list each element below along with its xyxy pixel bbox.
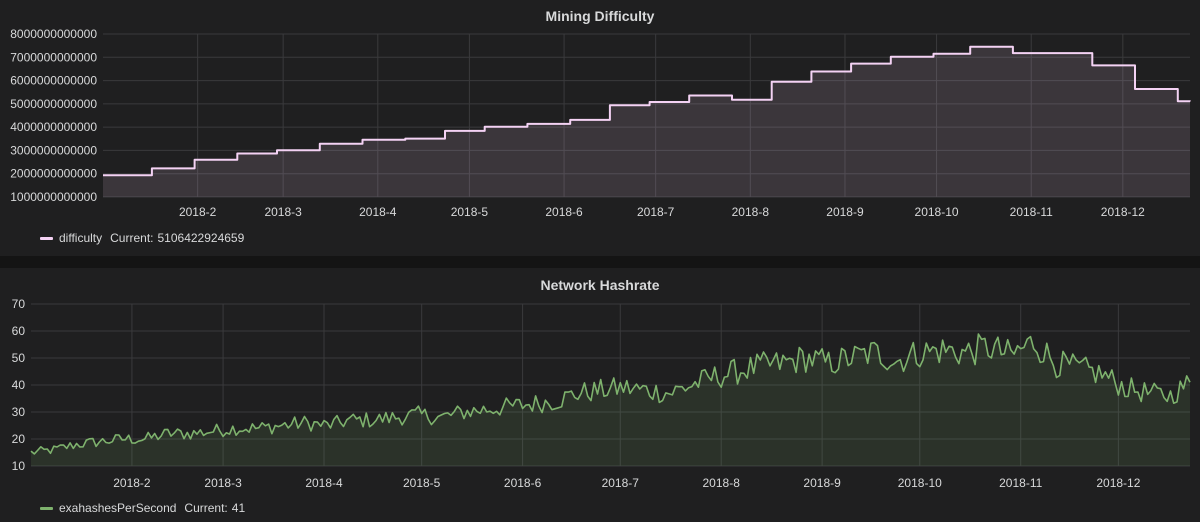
difficulty-legend-name[interactable]: difficulty [59, 231, 103, 245]
hashrate-panel: Network Hashrate 10 20 30 40 50 60 70 2018-2 201… [0, 268, 1200, 522]
difficulty-x-tick-label: 2018-2 [179, 205, 217, 219]
difficulty-x-tick-label: 2018-4 [359, 205, 397, 219]
hashrate-title: Network Hashrate [540, 277, 660, 293]
hashrate-series-line[interactable] [30, 333, 1191, 455]
difficulty-x-tick-label: 2018-3 [264, 205, 302, 219]
difficulty-panel: Mining Difficulty 1000000000000 200000000… [0, 0, 1200, 256]
difficulty-y-tick-label: 3000000000000 [10, 143, 97, 157]
difficulty-x-tick-label: 2018-7 [637, 205, 675, 219]
difficulty-y-tick-label: 1000000000000 [10, 190, 97, 204]
hashrate-legend-name[interactable]: exahashesPerSecond [59, 501, 177, 515]
hashrate-series-area [31, 334, 1190, 466]
difficulty-x-tick-label: 2018-6 [545, 205, 583, 219]
difficulty-x-tick-label: 2018-9 [826, 205, 864, 219]
hashrate-grid [31, 303, 1190, 467]
hashrate-x-tick-label: 2018-2 [113, 476, 151, 490]
difficulty-current-value: 5106422924659 [157, 231, 245, 245]
difficulty-title: Mining Difficulty [545, 8, 655, 24]
difficulty-y-tick-label: 6000000000000 [10, 74, 97, 88]
hashrate-current-value: 41 [231, 501, 246, 515]
hashrate-x-tick-label: 2018-12 [1096, 476, 1140, 490]
hashrate-legend-swatch [40, 506, 53, 510]
difficulty-chart: 1000000000000 2000000000000 3000000000000 4… [10, 27, 1191, 219]
difficulty-series-area [103, 46, 1190, 197]
hashrate-legend[interactable]: exahashesPerSecond Current: 41 [40, 501, 245, 515]
hashrate-x-tick-label: 2018-8 [703, 476, 741, 490]
difficulty-x-tick-label: 2018-10 [915, 205, 959, 219]
difficulty-legend[interactable]: difficulty Current: 5106422924659 [40, 231, 244, 245]
difficulty-current-label: Current: [110, 231, 154, 245]
hashrate-y-tick-label: 60 [12, 324, 26, 338]
hashrate-x-tick-label: 2018-7 [602, 476, 640, 490]
hashrate-y-tick-label: 70 [12, 297, 26, 311]
hashrate-y-tick-label: 20 [12, 432, 26, 446]
difficulty-x-tick-label: 2018-12 [1101, 205, 1145, 219]
hashrate-y-tick-label: 30 [12, 405, 26, 419]
difficulty-y-tick-label: 7000000000000 [10, 50, 97, 64]
difficulty-y-tick-label: 5000000000000 [10, 97, 97, 111]
hashrate-x-tick-label: 2018-10 [898, 476, 942, 490]
hashrate-current-label: Current: [184, 501, 228, 515]
difficulty-x-tick-label: 2018-11 [1010, 205, 1053, 219]
difficulty-y-tick-label: 8000000000000 [10, 27, 97, 41]
difficulty-legend-swatch [40, 236, 53, 240]
hashrate-x-tick-label: 2018-6 [504, 476, 542, 490]
hashrate-x-tick-label: 2018-5 [403, 476, 441, 490]
hashrate-y-tick-label: 10 [12, 459, 26, 473]
difficulty-y-tick-label: 4000000000000 [10, 120, 97, 134]
difficulty-x-tick-label: 2018-5 [451, 205, 489, 219]
difficulty-series-line[interactable] [103, 45, 1191, 177]
difficulty-grid [103, 33, 1190, 198]
hashrate-x-tick-label: 2018-9 [803, 476, 841, 490]
hashrate-x-tick-label: 2018-4 [305, 476, 343, 490]
difficulty-y-tick-label: 2000000000000 [10, 167, 97, 181]
hashrate-y-tick-label: 40 [12, 378, 26, 392]
hashrate-y-tick-label: 50 [12, 351, 26, 365]
difficulty-x-tick-label: 2018-8 [732, 205, 770, 219]
hashrate-chart: 10 20 30 40 50 60 70 2018-2 2018-3 2018-4 2018-5 20… [12, 297, 1191, 490]
hashrate-x-tick-label: 2018-11 [999, 476, 1042, 490]
hashrate-x-tick-label: 2018-3 [204, 476, 242, 490]
